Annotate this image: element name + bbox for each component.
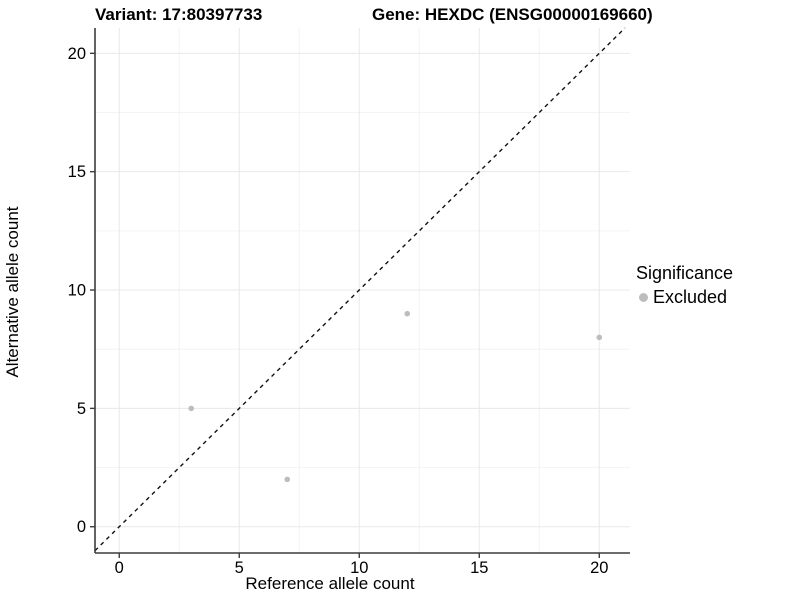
legend-point-icon <box>639 293 648 302</box>
x-axis-title: Reference allele count <box>245 574 415 593</box>
x-tick-label: 5 <box>235 559 244 577</box>
y-tick-label: 0 <box>77 518 86 536</box>
data-point <box>596 334 603 341</box>
y-tick-label: 20 <box>68 45 86 63</box>
legend-item-excluded: Excluded <box>639 287 733 308</box>
identity-dashed-line <box>94 27 626 552</box>
variant-title: Variant: 17:80397733 <box>95 5 263 24</box>
y-tick-label: 10 <box>68 282 86 300</box>
legend-title: Significance <box>636 263 734 283</box>
y-tick-label: 15 <box>68 163 86 181</box>
data-point <box>284 476 291 483</box>
y-tick-label: 5 <box>77 400 86 418</box>
data-point <box>404 310 411 317</box>
gene-title: Gene: HEXDC (ENSG00000169660) <box>372 5 653 24</box>
x-tick-label: 0 <box>115 559 124 577</box>
data-point <box>188 405 195 412</box>
legend-item-label: Excluded <box>653 287 728 307</box>
x-tick-label: 10 <box>350 559 368 577</box>
x-tick-label: 20 <box>590 559 608 577</box>
legend: Significance Excluded <box>636 263 733 308</box>
x-tick-label: 15 <box>470 559 488 577</box>
